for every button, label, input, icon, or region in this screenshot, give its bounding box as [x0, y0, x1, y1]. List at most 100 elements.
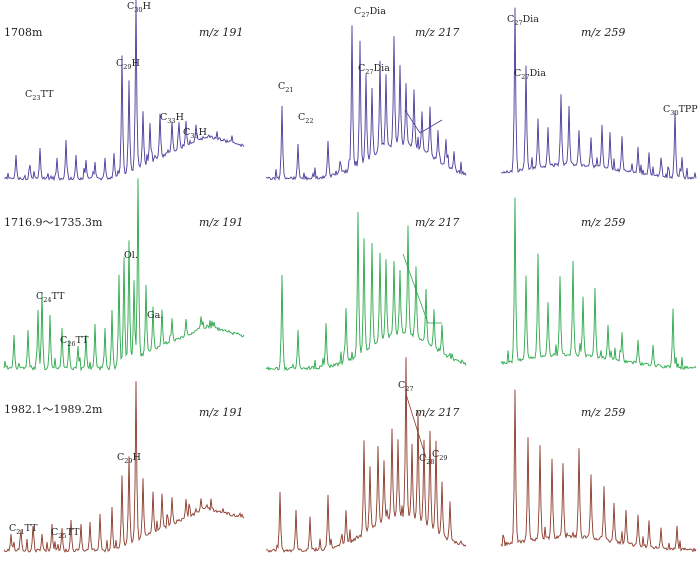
peak-label-c33h: C33H	[160, 112, 184, 125]
trace-r2-c2	[265, 212, 467, 372]
peak-label-c27dia-259-mid: C27Dia	[514, 68, 546, 81]
peak-label-c27dia-217-mid-base: C	[358, 63, 365, 74]
peak-label-c30tpp-base: C	[663, 104, 670, 115]
peak-label-c35h-base: C	[183, 127, 190, 138]
mz-label-r2-c2: m/z 217	[415, 216, 459, 229]
peak-label-c28: C28	[419, 453, 435, 466]
peak-label-c30h-base: C	[127, 1, 134, 12]
peak-label-c25tt: C25TT	[51, 527, 80, 540]
trace-r3-c2	[265, 357, 467, 553]
peak-label-c29h-r3-base: C	[117, 452, 124, 463]
peak-label-c27dia-259-mid-base: C	[514, 68, 521, 79]
peak-label-c33h-suffix: H	[176, 112, 184, 123]
trace-r1-c1	[3, 0, 245, 182]
peak-label-c25tt-base: C	[51, 527, 58, 538]
peak-label-c27: C27	[398, 380, 414, 393]
mz-label-r3-c3: m/z 259	[581, 406, 625, 419]
peak-label-c29-sub: 29	[439, 454, 447, 462]
peak-label-c29-base: C	[432, 449, 439, 460]
peak-label-c27dia-217-top: C27Dia	[354, 6, 386, 19]
peak-label-c21-sub: 21	[285, 86, 293, 94]
peak-label-c29h-r1-base: C	[116, 58, 123, 69]
trace-r3-c3	[500, 389, 697, 553]
trace-r2-c1	[3, 178, 245, 372]
peak-label-c24tt-suffix: TT	[52, 291, 66, 302]
peak-label-c27dia-259-top-suffix: Dia	[523, 14, 540, 25]
peak-label-gammacerane: Ga.	[147, 310, 163, 321]
peak-label-c25tt-suffix: TT	[67, 527, 81, 538]
guide-line-5	[405, 393, 427, 459]
guide-lines-layer	[402, 109, 443, 459]
trace-r3-c1	[3, 381, 245, 553]
trace-r1-c3	[501, 7, 697, 180]
peak-label-c27dia-217-top-sub: 27	[361, 11, 369, 19]
depth-label-row-3: 1982.1～1989.2m	[4, 403, 103, 416]
peak-label-c28-base: C	[419, 453, 426, 464]
guide-line-3	[402, 253, 429, 324]
mz-label-r2-c3: m/z 259	[581, 216, 625, 229]
peak-label-c26tt-suffix: TT	[76, 335, 90, 346]
peak-label-c29h-r1: C29H	[116, 58, 140, 71]
peak-label-c30h-sub: 30	[134, 6, 142, 14]
peak-label-c26tt-sub: 26	[67, 340, 75, 348]
traces-layer	[3, 0, 697, 553]
peak-label-c27dia-217-top-suffix: Dia	[370, 6, 387, 17]
peak-label-c27dia-259-mid-sub: 27	[521, 73, 529, 81]
peak-label-c24tt-base: C	[36, 291, 43, 302]
peak-label-c30h-suffix: H	[143, 1, 151, 12]
peak-label-c27dia-259-top-base: C	[507, 14, 514, 25]
peak-label-c26tt: C26TT	[60, 335, 89, 348]
peak-label-c23tt: C23TT	[25, 89, 54, 102]
peak-label-c21tt-suffix: TT	[25, 523, 39, 534]
peak-label-c27-base: C	[398, 380, 405, 391]
guide-line-1	[404, 109, 421, 134]
peak-label-c33h-sub: 33	[167, 117, 175, 125]
peak-label-c27-sub: 27	[405, 385, 413, 393]
peak-label-c29h-r1-suffix: H	[132, 58, 140, 69]
peak-label-c35h: C35H	[183, 127, 207, 140]
peak-label-c35h-suffix: H	[199, 127, 207, 138]
peak-label-c22: C22	[298, 112, 314, 125]
mz-label-r1-c1: m/z 191	[199, 26, 243, 39]
peak-label-c30tpp-suffix: TPP	[679, 104, 699, 115]
peak-label-c27dia-217-mid-sub: 27	[365, 68, 373, 76]
peak-label-c22-sub: 22	[305, 117, 313, 125]
mz-label-r3-c2: m/z 217	[415, 406, 459, 419]
peak-label-c22-base: C	[298, 112, 305, 123]
peak-label-c21-base: C	[278, 81, 285, 92]
mz-label-r2-c1: m/z 191	[199, 216, 243, 229]
peak-label-c27dia-217-mid-suffix: Dia	[374, 63, 391, 74]
peak-label-c23tt-suffix: TT	[41, 89, 55, 100]
trace-r1-c2	[265, 25, 467, 181]
peak-label-c21tt: C21TT	[9, 523, 38, 536]
peak-label-c30tpp-sub: 30	[670, 109, 678, 117]
peak-label-c28-sub: 28	[426, 458, 434, 466]
peak-label-c24tt: C24TT	[36, 291, 65, 304]
mz-label-r1-c3: m/z 259	[581, 26, 625, 39]
peak-label-c23tt-base: C	[25, 89, 32, 100]
depth-label-row-2: 1716.9～1735.3m	[4, 216, 103, 229]
peak-label-c27dia-259-mid-suffix: Dia	[530, 68, 547, 79]
peak-label-c30h: C30H	[127, 1, 151, 14]
peak-label-c23tt-sub: 23	[32, 94, 40, 102]
peak-label-c24tt-sub: 24	[43, 296, 51, 304]
peak-label-c27dia-217-top-base: C	[354, 6, 361, 17]
peak-label-c29h-r3: C29H	[117, 452, 141, 465]
peak-label-c27dia-217-mid: C27Dia	[358, 63, 390, 76]
peak-label-c30tpp: C30TPP	[663, 104, 698, 117]
peak-label-c29: C29	[432, 449, 448, 462]
guide-line-2	[419, 119, 443, 134]
peak-label-c21: C21	[278, 81, 294, 94]
depth-label-row-1: 1708m	[4, 26, 43, 39]
peak-label-c25tt-sub: 25	[58, 532, 66, 540]
trace-r2-c3	[500, 197, 697, 371]
mz-label-r1-c2: m/z 217	[415, 26, 459, 39]
peak-label-oleanane: Ol.	[124, 250, 138, 261]
peak-label-c26tt-base: C	[60, 335, 67, 346]
peak-label-c35h-sub: 35	[190, 132, 198, 140]
peak-label-c33h-base: C	[160, 112, 167, 123]
peak-label-c21tt-base: C	[9, 523, 16, 534]
peak-label-c29h-r3-sub: 29	[124, 457, 132, 465]
peak-label-c29h-r1-sub: 29	[123, 63, 131, 71]
